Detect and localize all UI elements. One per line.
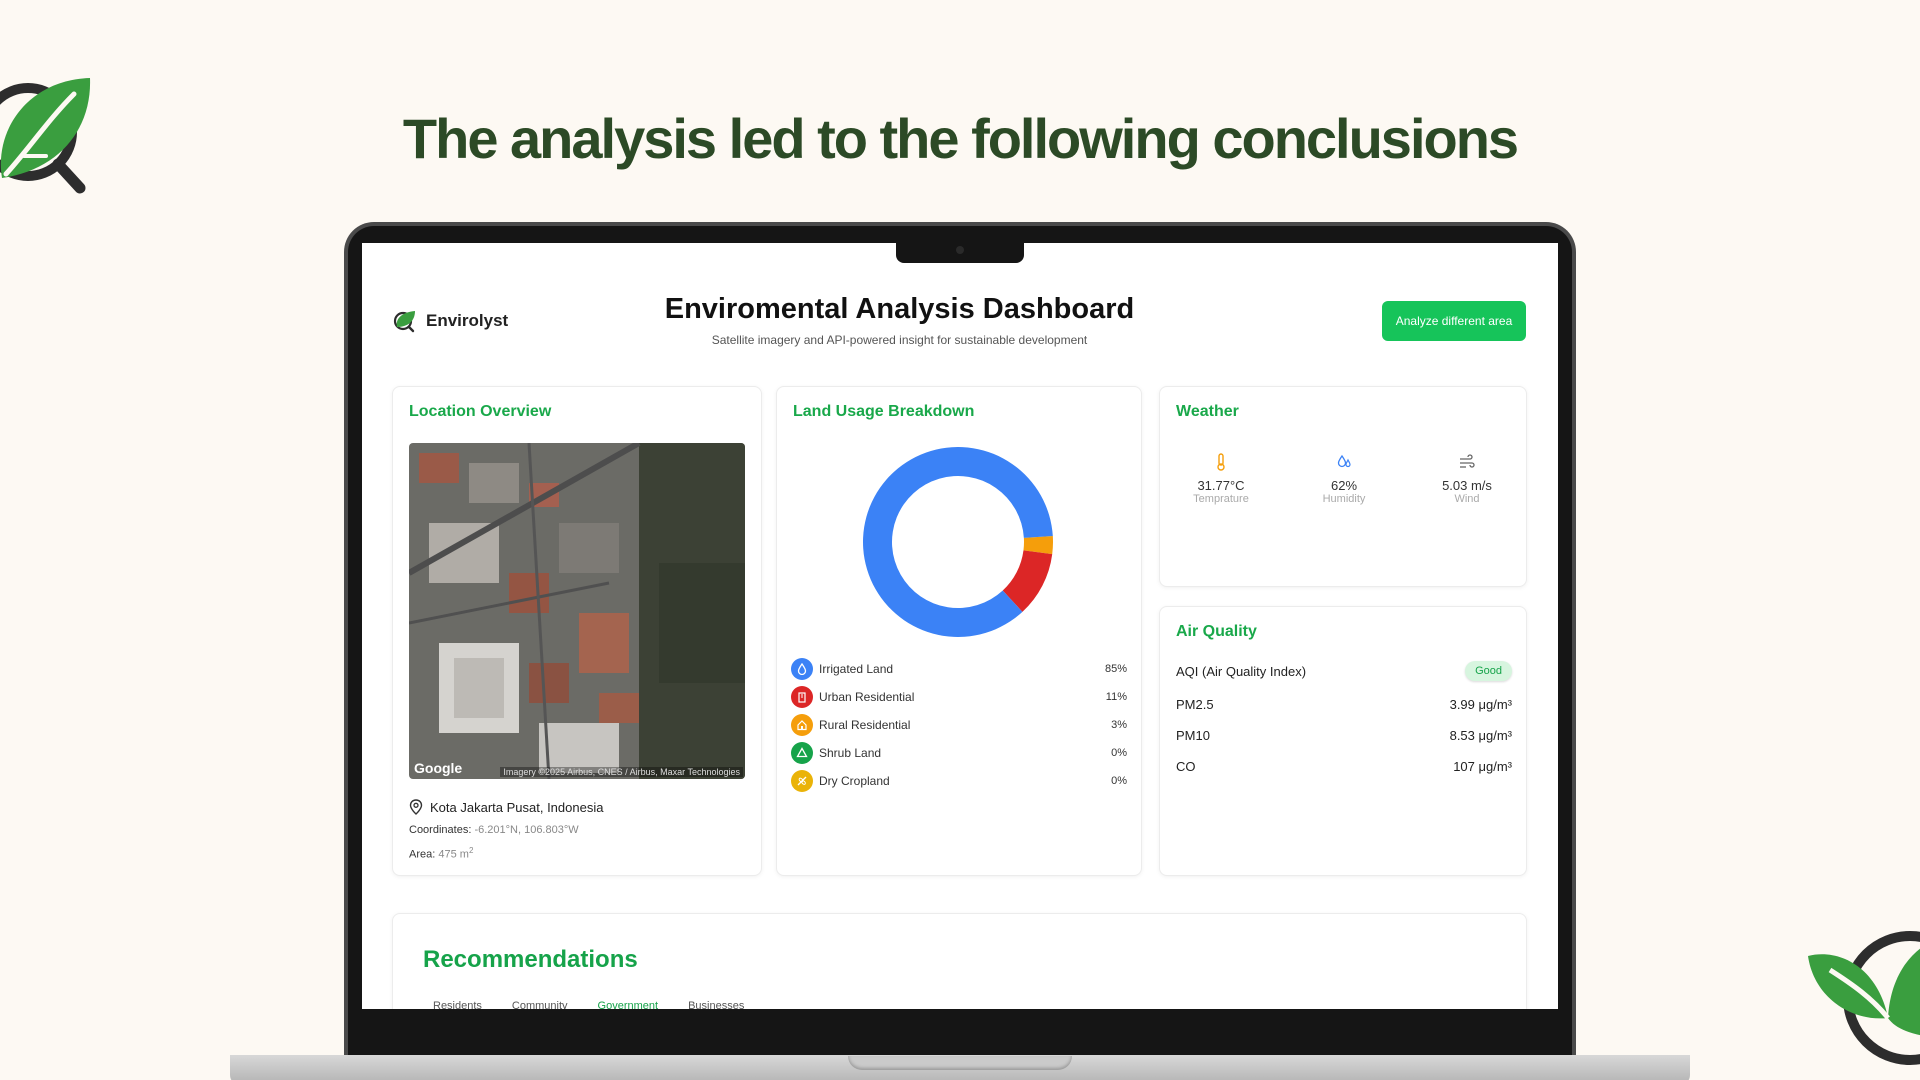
legend-percent: 11% <box>1105 691 1127 703</box>
envirolyst-logo-icon <box>0 78 91 194</box>
pollutant-name: PM10 <box>1176 728 1210 743</box>
land-usage-legend: Irrigated Land 85% Urban Residential 11%… <box>791 655 1127 795</box>
aqi-status-badge: Good <box>1465 661 1512 681</box>
donut-slice-urban-residential[interactable] <box>1002 550 1053 612</box>
google-watermark: Google <box>414 760 463 776</box>
coordinates-value: -6.201°N, 106.803°W <box>474 824 579 836</box>
analyze-area-button[interactable]: Analyze different area <box>1382 301 1526 341</box>
legend-percent: 0% <box>1111 747 1127 759</box>
map-pin-icon <box>409 799 423 815</box>
land-usage-title: Land Usage Breakdown <box>793 403 975 420</box>
weather-humidity: 62% Humidity <box>1289 453 1399 505</box>
aqi-label: AQI (Air Quality Index) <box>1176 663 1307 679</box>
building-icon <box>791 686 813 708</box>
humidity-label: Humidity <box>1322 493 1366 505</box>
camera-notch <box>896 243 1024 263</box>
brand-name: Envirolyst <box>426 311 509 330</box>
imagery-credit: Imagery ©2025 Airbus, CNES / Airbus, Max… <box>500 767 743 777</box>
area-label: Area: <box>409 848 436 861</box>
location-place: Kota Jakarta Pusat, Indonesia <box>430 799 604 815</box>
legend-label: Rural Residential <box>819 718 911 732</box>
legend-item-shrub-land: Shrub Land 0% <box>791 739 1127 767</box>
envirolyst-logo-icon <box>1808 931 1920 1065</box>
pollutant-name: CO <box>1176 759 1196 774</box>
wind-value: 5.03 m/s <box>1442 478 1492 493</box>
laptop-base-lip <box>848 1056 1072 1070</box>
tree-icon <box>791 742 813 764</box>
recommendations-tabs: Residents Community Government Businesse… <box>433 1000 744 1009</box>
legend-percent: 85% <box>1104 663 1127 675</box>
temperature-label: Temprature <box>1193 493 1249 505</box>
coordinates-label: Coordinates: <box>409 824 472 836</box>
page-headline: The analysis led to the following conclu… <box>402 107 1519 170</box>
air-row-pm10: PM10 8.53 μg/m³ <box>1176 728 1512 743</box>
weather-title: Weather <box>1176 403 1239 420</box>
legend-label: Dry Cropland <box>819 774 890 788</box>
humidity-value: 62% <box>1330 478 1358 493</box>
weather-wind: 5.03 m/s Wind <box>1412 453 1522 505</box>
legend-label: Shrub Land <box>819 746 882 760</box>
temperature-value: 31.77°C <box>1197 478 1245 493</box>
dashboard-screen: Envirolyst Enviromental Analysis Dashboa… <box>362 243 1558 1009</box>
satellite-image <box>409 443 745 779</box>
location-coordinates: Coordinates: -6.201°N, 106.803°W <box>409 824 579 836</box>
pollutant-name: PM2.5 <box>1176 697 1214 712</box>
pollutant-value: 107 μg/m³ <box>1453 759 1512 774</box>
area-unit-sup: 2 <box>468 846 474 855</box>
wind-label: Wind <box>1454 493 1480 505</box>
brand[interactable]: Envirolyst <box>392 309 508 333</box>
house-icon <box>791 714 813 736</box>
humidity-drops-icon <box>1337 454 1351 468</box>
pollutant-value: 3.99 μg/m³ <box>1449 697 1512 712</box>
pollutant-value: 8.53 μg/m³ <box>1449 728 1512 743</box>
location-area: Area: 475 m2 <box>409 846 473 861</box>
wheat-icon <box>791 770 813 792</box>
legend-item-urban-residential: Urban Residential 11% <box>791 683 1127 711</box>
water-drop-icon <box>791 658 813 680</box>
legend-label: Urban Residential <box>819 690 915 704</box>
air-quality-card: Air Quality AQI (Air Quality Index) Good… <box>1159 606 1527 876</box>
land-usage-card: Land Usage Breakdown Irrigated Land 85% … <box>776 386 1142 876</box>
location-overview-title: Location Overview <box>409 403 552 420</box>
thermometer-icon <box>1217 453 1225 471</box>
wind-icon <box>1460 454 1475 468</box>
tab-community[interactable]: Community <box>511 1000 568 1009</box>
satellite-map[interactable]: Google Imagery ©2025 Airbus, CNES / Airb… <box>409 443 745 779</box>
air-row-pm25: PM2.5 3.99 μg/m³ <box>1176 697 1512 712</box>
weather-card: Weather 31.77°C Temprature 62% Humidity <box>1159 386 1527 587</box>
weather-temperature: 31.77°C Temprature <box>1166 453 1276 505</box>
aqi-row: AQI (Air Quality Index) Good <box>1176 661 1512 681</box>
tab-residents[interactable]: Residents <box>433 1000 482 1009</box>
tab-businesses[interactable]: Businesses <box>688 1000 745 1009</box>
area-value: 475 m <box>438 848 469 861</box>
dashboard-title: Enviromental Analysis Dashboard <box>664 293 1135 325</box>
air-quality-title: Air Quality <box>1176 623 1257 640</box>
air-row-co: CO 107 μg/m³ <box>1176 759 1512 774</box>
legend-percent: 3% <box>1111 719 1127 731</box>
donut-slice-irrigated-land[interactable] <box>863 447 1053 637</box>
dashboard-subtitle: Satellite imagery and API-powered insigh… <box>711 333 1088 347</box>
land-usage-donut-chart <box>863 447 1053 637</box>
location-overview-card: Location Overview <box>392 386 762 876</box>
legend-item-dry-cropland: Dry Cropland 0% <box>791 767 1127 795</box>
legend-label: Irrigated Land <box>819 662 894 676</box>
recommendations-card: Recommendations Residents Community Gove… <box>392 913 1527 1009</box>
recommendations-title: Recommendations <box>423 946 638 973</box>
legend-percent: 0% <box>1111 775 1127 787</box>
tab-government[interactable]: Government <box>598 1000 659 1009</box>
donut-slice-rural-residential[interactable] <box>1023 536 1053 555</box>
legend-item-irrigated-land: Irrigated Land 85% <box>791 655 1127 683</box>
location-name: Kota Jakarta Pusat, Indonesia <box>409 799 603 815</box>
envirolyst-logo-icon <box>393 311 415 333</box>
legend-item-rural-residential: Rural Residential 3% <box>791 711 1127 739</box>
